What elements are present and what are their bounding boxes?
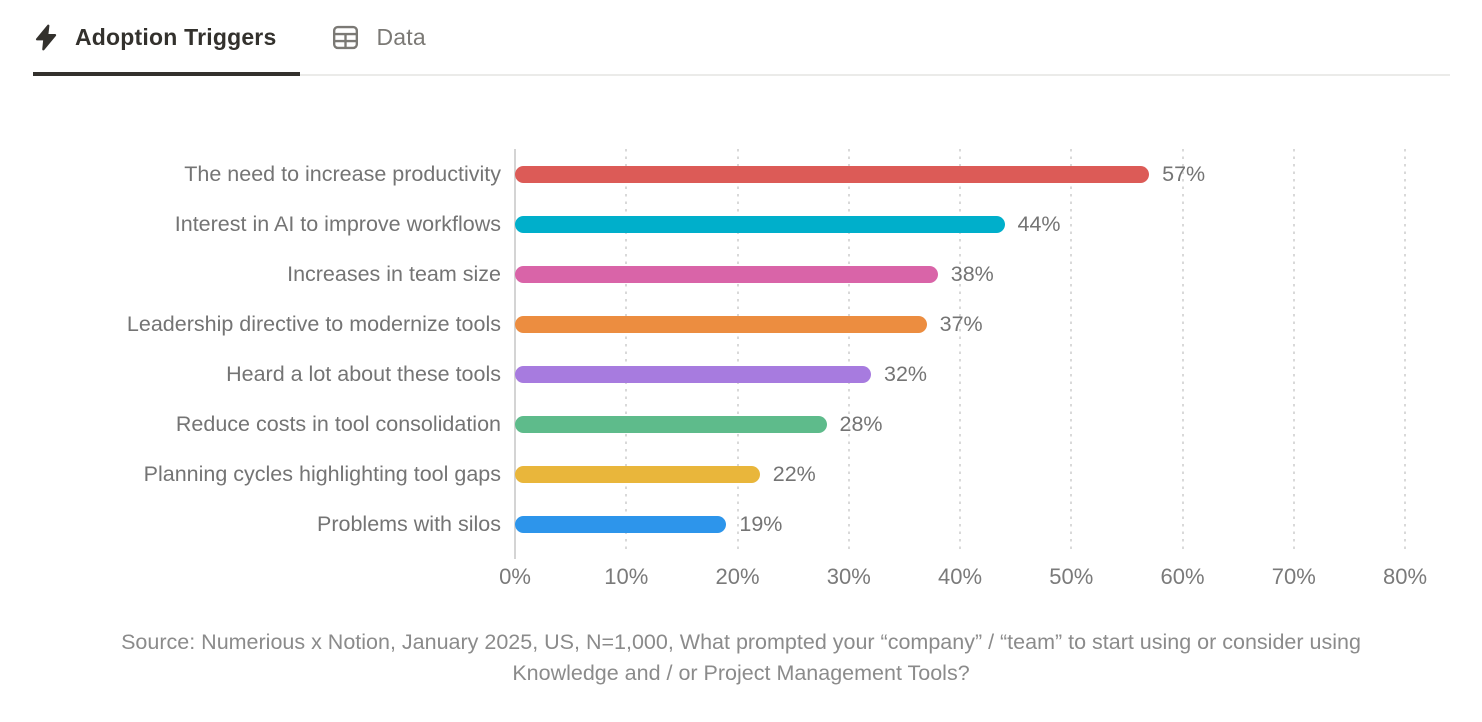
category-label: Leadership directive to modernize tools	[126, 311, 501, 336]
bar-track: 19%	[515, 512, 1405, 537]
tab-label: Adoption Triggers	[75, 23, 277, 50]
gridline	[847, 149, 850, 551]
bar-track: 28%	[515, 412, 1405, 437]
x-tick-label: 70%	[1271, 564, 1316, 589]
y-axis-line	[514, 149, 516, 559]
chart-row: Heard a lot about these tools 32%	[33, 349, 1405, 399]
bar[interactable]	[515, 465, 760, 483]
category-label: The need to increase productivity	[184, 161, 501, 186]
bar-track: 22%	[515, 462, 1405, 487]
chart-row: Problems with silos 19%	[33, 499, 1405, 549]
value-label: 19%	[739, 511, 783, 536]
table-icon	[330, 23, 361, 52]
bar[interactable]	[515, 165, 1150, 183]
category-label: Increases in team size	[287, 261, 501, 286]
x-tick-label: 60%	[1160, 564, 1205, 589]
value-label: 22%	[772, 461, 816, 486]
gridline	[1070, 149, 1073, 551]
bar-track: 37%	[515, 312, 1405, 337]
value-label: 28%	[839, 411, 883, 436]
gridlines	[514, 149, 1406, 559]
tab-bar: Adoption Triggers Data	[33, 0, 1450, 76]
chart-row: Increases in team size 38%	[33, 249, 1405, 299]
category-label: Interest in AI to improve workflows	[174, 211, 501, 236]
bar-chart: The need to increase productivity 57% Inte…	[33, 149, 1482, 593]
value-label: 57%	[1162, 161, 1206, 186]
value-label: 44%	[1017, 211, 1061, 236]
chart-row: The need to increase productivity 57%	[33, 149, 1405, 199]
chart-row: Interest in AI to improve workflows 44%	[33, 199, 1405, 249]
x-axis: 0% 10% 20% 30% 40% 50% 60% 70% 80%	[499, 549, 1427, 593]
gridline	[625, 149, 628, 551]
bar[interactable]	[515, 515, 727, 533]
gridline	[1404, 149, 1406, 551]
x-tick-label: 0%	[499, 564, 531, 589]
bar-rows: The need to increase productivity 57% Inte…	[33, 149, 1406, 559]
bar[interactable]	[515, 365, 871, 383]
x-tick-label: 80%	[1382, 564, 1428, 589]
x-tick-label: 40%	[937, 564, 983, 589]
source-note: Source: Numerious x Notion, January 2025…	[121, 630, 1361, 685]
x-tick-label: 20%	[715, 564, 760, 589]
value-label: 32%	[884, 361, 928, 386]
bar[interactable]	[515, 215, 1005, 233]
tab-data[interactable]: Data	[330, 0, 426, 74]
chart-row: Leadership directive to modernize tools 3…	[33, 299, 1405, 349]
x-tick-label: 10%	[604, 564, 649, 589]
gridline	[1181, 149, 1184, 551]
x-tick-label: 30%	[826, 564, 871, 589]
category-label: Planning cycles highlighting tool gaps	[143, 461, 501, 486]
bar[interactable]	[515, 415, 827, 433]
gridline	[959, 149, 961, 551]
bar[interactable]	[515, 265, 938, 283]
category-label: Heard a lot about these tools	[226, 361, 501, 386]
x-tick-label: 50%	[1049, 564, 1094, 589]
chart-row: Planning cycles highlighting tool gaps 22…	[33, 449, 1405, 499]
category-label: Reduce costs in tool consolidation	[175, 411, 501, 436]
bar-track: 44%	[515, 212, 1405, 237]
bar-track: 38%	[515, 262, 1405, 287]
tab-adoption-triggers[interactable]: Adoption Triggers	[33, 0, 301, 76]
gridline	[1292, 149, 1295, 551]
bar[interactable]	[515, 315, 927, 333]
tab-label: Data	[376, 23, 426, 50]
bar-track: 32%	[515, 362, 1405, 387]
value-label: 38%	[950, 261, 994, 286]
bolt-icon	[33, 23, 60, 52]
bar-track: 57%	[515, 162, 1405, 187]
value-label: 37%	[939, 311, 983, 336]
category-label: Problems with silos	[317, 511, 501, 536]
gridline	[736, 149, 739, 551]
chart-row: Reduce costs in tool consolidation 28%	[33, 399, 1405, 449]
